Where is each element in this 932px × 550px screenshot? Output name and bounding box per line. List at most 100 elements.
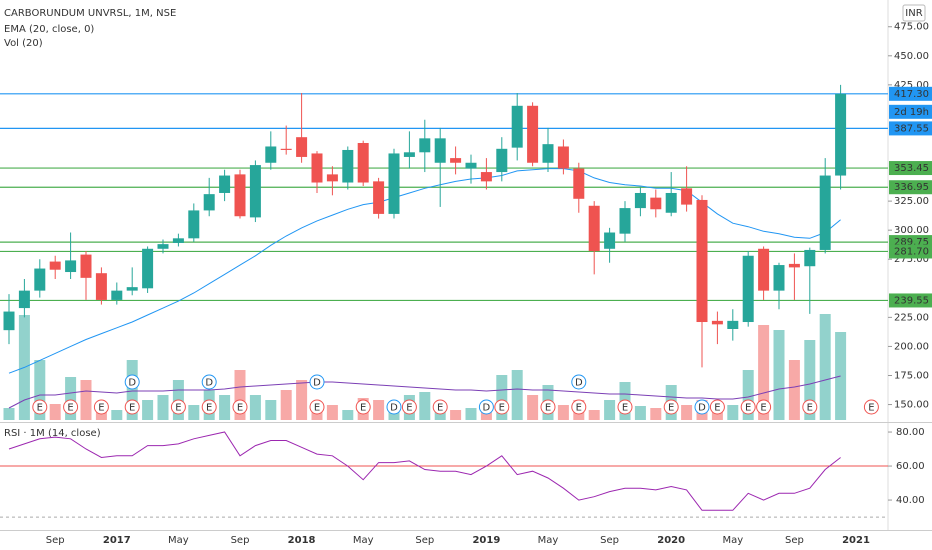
dividend-marker (124, 374, 140, 390)
y-tick-label: 225.00 (894, 312, 929, 323)
event-label: E (868, 403, 874, 414)
candle-body (403, 152, 415, 157)
y-tick-label: 175.00 (894, 370, 929, 381)
volume-bar (373, 400, 385, 420)
candle-body (650, 197, 662, 210)
candle-body (527, 105, 539, 163)
event-label: E (714, 403, 720, 414)
volume-bar (742, 370, 754, 420)
x-tick-label: 2020 (657, 535, 685, 546)
event-label: E (360, 403, 366, 414)
x-tick-label: May (353, 535, 374, 546)
y-tick-label: 300.00 (894, 225, 929, 236)
event-label: E (237, 403, 243, 414)
dividend-label: D (483, 403, 491, 414)
candle-body (326, 174, 338, 182)
event-marker (232, 399, 248, 415)
candle-body (758, 248, 770, 291)
y-tick-label: 425.00 (894, 80, 929, 91)
candle-body (80, 254, 92, 278)
rsi-line (8, 431, 841, 511)
event-marker (63, 399, 79, 415)
event-label: E (406, 403, 412, 414)
candle-body (188, 210, 200, 239)
candle-body (542, 144, 554, 163)
volume-bar (773, 330, 785, 420)
candle-body (419, 138, 431, 153)
event-marker (617, 399, 633, 415)
candle-body (111, 290, 123, 300)
x-tick-label: Sep (46, 535, 65, 546)
x-tick-label: May (168, 535, 189, 546)
candle-body (18, 290, 30, 309)
volume-bar (557, 405, 569, 420)
x-tick-label: Sep (415, 535, 434, 546)
event-label: E (37, 403, 43, 414)
volume-bar (265, 400, 277, 420)
event-label: E (314, 403, 320, 414)
dividend-label: D (205, 378, 213, 389)
volume-ma-line (8, 375, 841, 409)
y-tick-label: 450.00 (894, 51, 929, 62)
volume-bar (604, 400, 616, 420)
candle-body (280, 148, 292, 150)
candle-body (450, 158, 462, 163)
level-label: 239.55 (894, 295, 929, 306)
candle-body (573, 168, 585, 199)
candle-body (126, 287, 138, 291)
y-tick-label: 200.00 (894, 341, 929, 352)
volume-bar (342, 410, 354, 420)
candle-body (219, 175, 231, 193)
y-tick-label: 275.00 (894, 254, 929, 265)
volume-bar (249, 395, 261, 420)
event-marker (201, 399, 217, 415)
volume-bar (65, 377, 77, 420)
level-label: 336.95 (894, 182, 929, 193)
candle-body (480, 172, 492, 182)
dividend-marker (571, 374, 587, 390)
level-label-bg (889, 121, 932, 136)
volume-legend: Vol (20) (4, 38, 43, 49)
volume-bar (788, 360, 800, 420)
event-marker (432, 399, 448, 415)
volume-bar (388, 410, 400, 420)
candle-body (65, 260, 77, 273)
event-marker (93, 399, 109, 415)
event-marker (355, 399, 371, 415)
event-marker (709, 399, 725, 415)
dividend-label: D (575, 378, 583, 389)
volume-bar (804, 340, 816, 420)
volume-bar (142, 400, 154, 420)
x-tick-label: 2021 (842, 535, 870, 546)
candle-body (634, 192, 646, 209)
dividend-marker (309, 374, 325, 390)
level-label: 417.30 (894, 89, 929, 100)
candle-body (265, 146, 277, 163)
dividend-label: D (313, 378, 321, 389)
event-marker (863, 399, 879, 415)
volume-bar (419, 392, 431, 420)
candle-body (465, 162, 477, 169)
candle-body (388, 153, 400, 214)
y-tick-label: 325.00 (894, 196, 929, 207)
event-marker (571, 399, 587, 415)
volume-bar (465, 408, 477, 420)
event-label: E (499, 403, 505, 414)
event-label: E (576, 403, 582, 414)
x-tick-label: May (538, 535, 559, 546)
event-label: E (67, 403, 73, 414)
event-label: E (129, 403, 135, 414)
candle-body (619, 208, 631, 234)
candle-body (588, 205, 600, 252)
volume-bar (234, 370, 246, 420)
level-label-bg (889, 180, 932, 195)
currency-badge[interactable] (902, 4, 926, 22)
level-label: 387.55 (894, 123, 929, 134)
candle-body (727, 320, 739, 329)
x-tick-label: 2018 (288, 535, 316, 546)
event-marker (663, 399, 679, 415)
chart-title: CARBORUNDUM UNVRSL, 1M, NSE (4, 8, 176, 19)
event-label: E (206, 403, 212, 414)
event-label: E (668, 403, 674, 414)
